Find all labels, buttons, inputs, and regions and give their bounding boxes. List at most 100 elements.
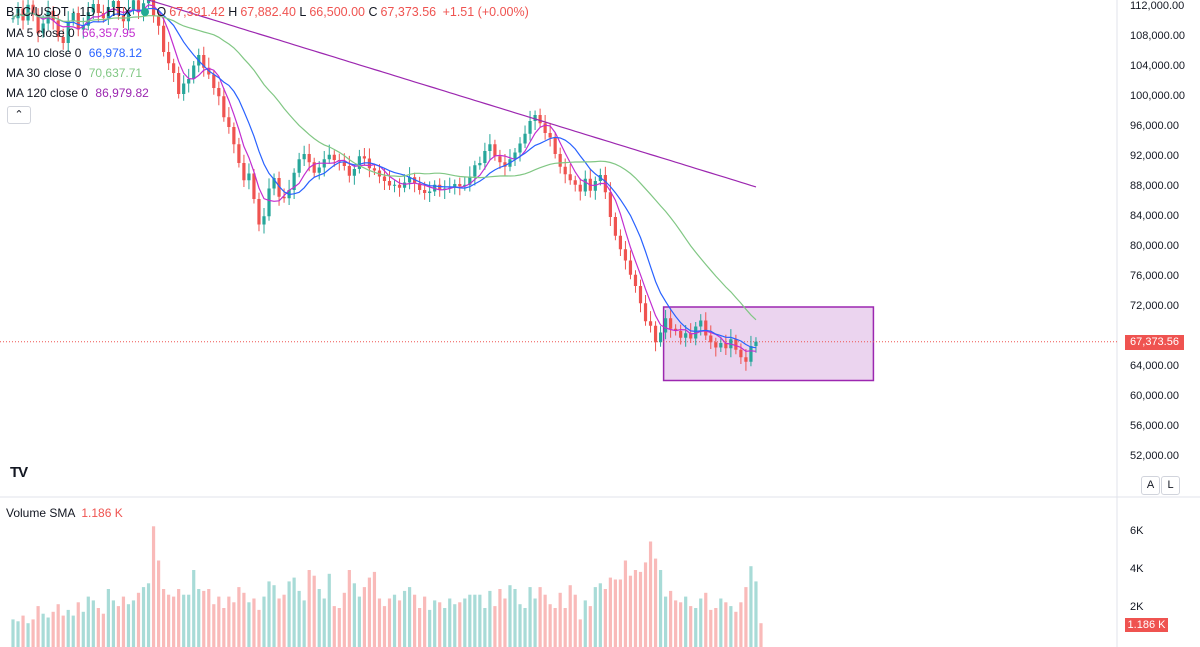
candle-body (613, 217, 617, 236)
volume-bar (21, 615, 25, 647)
candle-body (734, 339, 738, 350)
candle-body (648, 321, 653, 326)
volume-bar (86, 596, 90, 647)
volume-bar (372, 571, 377, 647)
symbol-name[interactable]: BTC/USDT · 1D · HTX (6, 5, 132, 19)
auto-scale-button[interactable]: A (1141, 476, 1160, 495)
candle-body (679, 331, 683, 338)
volume-bar (478, 594, 482, 647)
volume-bar (543, 594, 547, 647)
volume-bar (719, 598, 723, 647)
ma10-value: 66,978.12 (88, 46, 143, 60)
market-status-icon (140, 8, 149, 16)
volume-bar (563, 608, 567, 647)
volume-bar (382, 606, 387, 647)
volume-bar (418, 608, 422, 647)
candle-body (182, 83, 186, 94)
volume-bar (734, 611, 738, 647)
volume-bar (553, 608, 557, 647)
candle-body (583, 178, 587, 192)
candle-body (453, 184, 457, 188)
ma30-label: MA 30 close 0 (6, 66, 82, 80)
volume-bar (714, 608, 718, 647)
candle-body (628, 260, 633, 275)
volume-bar (51, 611, 55, 647)
candle-body (553, 137, 557, 154)
candle-body (483, 151, 487, 163)
candle-body (71, 13, 75, 22)
volume-bar (162, 589, 166, 647)
volume-bar (91, 600, 95, 647)
high-label: H (228, 5, 238, 19)
candle-body (146, 0, 151, 4)
volume-bar (56, 604, 60, 647)
candle-body (694, 326, 698, 339)
candle-body (232, 127, 236, 145)
candle-body (202, 55, 206, 68)
ma30-legend[interactable]: MA 30 close 0 70,637.71 (6, 66, 142, 80)
annotation-rectangle (662, 306, 875, 382)
tradingview-logo[interactable]: TV (10, 464, 28, 481)
candle-body (573, 180, 577, 185)
candle-body (212, 74, 216, 88)
price-tick-label: 80,000.00 (1130, 240, 1179, 252)
volume-bar (332, 606, 336, 647)
volume-bar (428, 609, 432, 647)
candle-body (749, 346, 753, 362)
candle-body (418, 183, 422, 190)
volume-bar (36, 606, 40, 647)
last-volume-tag: 1.186 K (1125, 618, 1168, 632)
log-scale-button[interactable]: L (1161, 476, 1180, 495)
ma5-legend[interactable]: MA 5 close 0 66,357.95 (6, 26, 135, 40)
candle-body (608, 192, 612, 217)
volume-bar (202, 590, 206, 647)
close-value: 67,373.56 (380, 5, 437, 19)
change-value: +1.51 (+0.00%) (442, 5, 529, 19)
volume-tick-6k: 6K (1130, 525, 1144, 537)
last-price-tag: 67,373.56 (1125, 335, 1184, 350)
candle-body (488, 144, 492, 151)
candle-body (533, 115, 537, 121)
volume-bar (413, 594, 417, 647)
volume-bar (177, 589, 181, 647)
price-tick-label: 72,000.00 (1130, 300, 1179, 312)
candle-body (523, 133, 527, 144)
volume-legend[interactable]: Volume SMA 1.186 K (6, 506, 123, 520)
candle-body (744, 357, 748, 362)
volume-bar (367, 577, 372, 647)
candle-body (382, 176, 387, 181)
volume-label: Volume SMA (6, 506, 76, 520)
candle-body (116, 1, 121, 16)
candle-body (227, 117, 231, 127)
candle-body (177, 73, 181, 94)
volume-bar (603, 589, 607, 647)
candle-body (96, 4, 100, 13)
ma120-legend[interactable]: MA 120 close 0 86,979.82 (6, 86, 149, 100)
candle-body (61, 37, 65, 43)
volume-bar (46, 617, 50, 647)
volume-bar (508, 585, 512, 647)
symbol-header: BTC/USDT · 1D · HTX O 67,391.42 H 67,882.4… (6, 5, 529, 19)
candle-body (478, 163, 482, 166)
volume-bar (26, 623, 30, 647)
price-tick-label: 112,000.00 (1130, 0, 1185, 12)
candle-body (167, 52, 171, 64)
candle-body (372, 168, 377, 171)
volume-bar (438, 602, 442, 647)
ma10-legend[interactable]: MA 10 close 0 66,978.12 (6, 46, 142, 60)
volume-bar (618, 579, 623, 647)
volume-bar (674, 600, 678, 647)
candle-body (267, 188, 271, 217)
volume-bar (257, 609, 261, 647)
volume-bar (759, 623, 763, 647)
candle-body (468, 176, 472, 185)
candle-body (312, 162, 316, 173)
volume-bar (448, 598, 452, 647)
volume-bar (518, 604, 522, 647)
chevron-up-icon[interactable]: ⌃ (7, 106, 31, 124)
volume-bar (598, 583, 602, 647)
candle-body (423, 190, 427, 193)
price-tick-label: 60,000.00 (1130, 390, 1179, 402)
volume-bar (342, 592, 346, 647)
